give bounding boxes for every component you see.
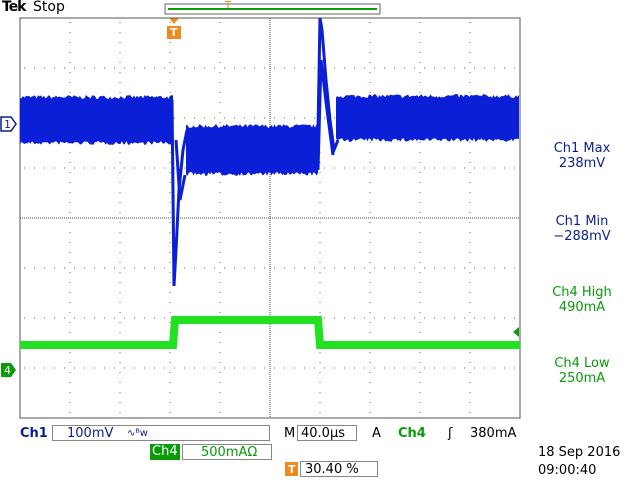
acquire-label: A [372,426,381,441]
meas-value: 250mA [558,371,606,386]
trigger-source: Ch4 [398,426,426,441]
ch1-marker [0,116,17,132]
ch1-waveform [20,95,173,145]
trigger-icon [285,462,298,476]
meas-label: Ch4 Low [554,356,610,371]
trigger-position: 30.40 % [305,462,359,477]
ch4-name: Ch4 [150,444,180,460]
trigger-position-box: 30.40 % [300,461,378,477]
trigger-arrow [169,18,179,24]
meas-value: 490mA [558,300,606,315]
measurement: Ch1 Max 238mV [527,141,637,171]
meas-label: Ch4 High [552,285,612,300]
ch1-waveform [186,124,318,176]
measurement: Ch4 Low 250mA [527,356,637,386]
timebase-box: 40.0µs [297,425,357,441]
ch4-scale: 500mAΩ [201,445,258,460]
ch4-label: 4 [4,364,11,377]
trigger-level-value: 380mA [470,426,517,441]
meas-value: 238mV [558,156,606,171]
ch1-scale: 100mV [67,426,114,441]
timebase: 40.0µs [301,426,345,441]
trigger-slope: ʃ [448,426,453,441]
ch4-marker [1,363,16,377]
measurement: Ch1 Min −288mV [527,214,637,244]
ch1-waveform [316,17,340,171]
ch1-coupling: ∿ᴮw [127,428,148,439]
time: 09:00:40 [538,463,597,478]
meas-label: Ch1 Min [555,214,609,229]
ch4-scale-box: 500mAΩ [182,444,272,460]
ch1-label: 1 [4,118,11,131]
meas-value: −288mV [553,229,611,244]
measurement: Ch4 High 490mA [527,285,637,315]
horizontal-label: M [284,426,296,441]
ch1-waveform [170,99,189,287]
record-bar [164,3,381,15]
brand: Tek [2,0,26,15]
trigger-level [513,327,519,337]
ch1-name: Ch1 [20,426,48,441]
trigger-icon-label: T [288,463,296,476]
trigger-marker [167,26,181,39]
date: 18 Sep 2016 [538,445,621,460]
trigger-pos-label: T [225,0,232,11]
ch4-waveform [20,316,520,349]
meas-label: Ch1 Max [553,141,611,156]
status: Stop [33,0,65,15]
trigger-label: T [170,26,178,39]
ch1-scale-box: 100mV ∿ᴮw [52,425,270,441]
ch1-waveform [336,94,519,142]
